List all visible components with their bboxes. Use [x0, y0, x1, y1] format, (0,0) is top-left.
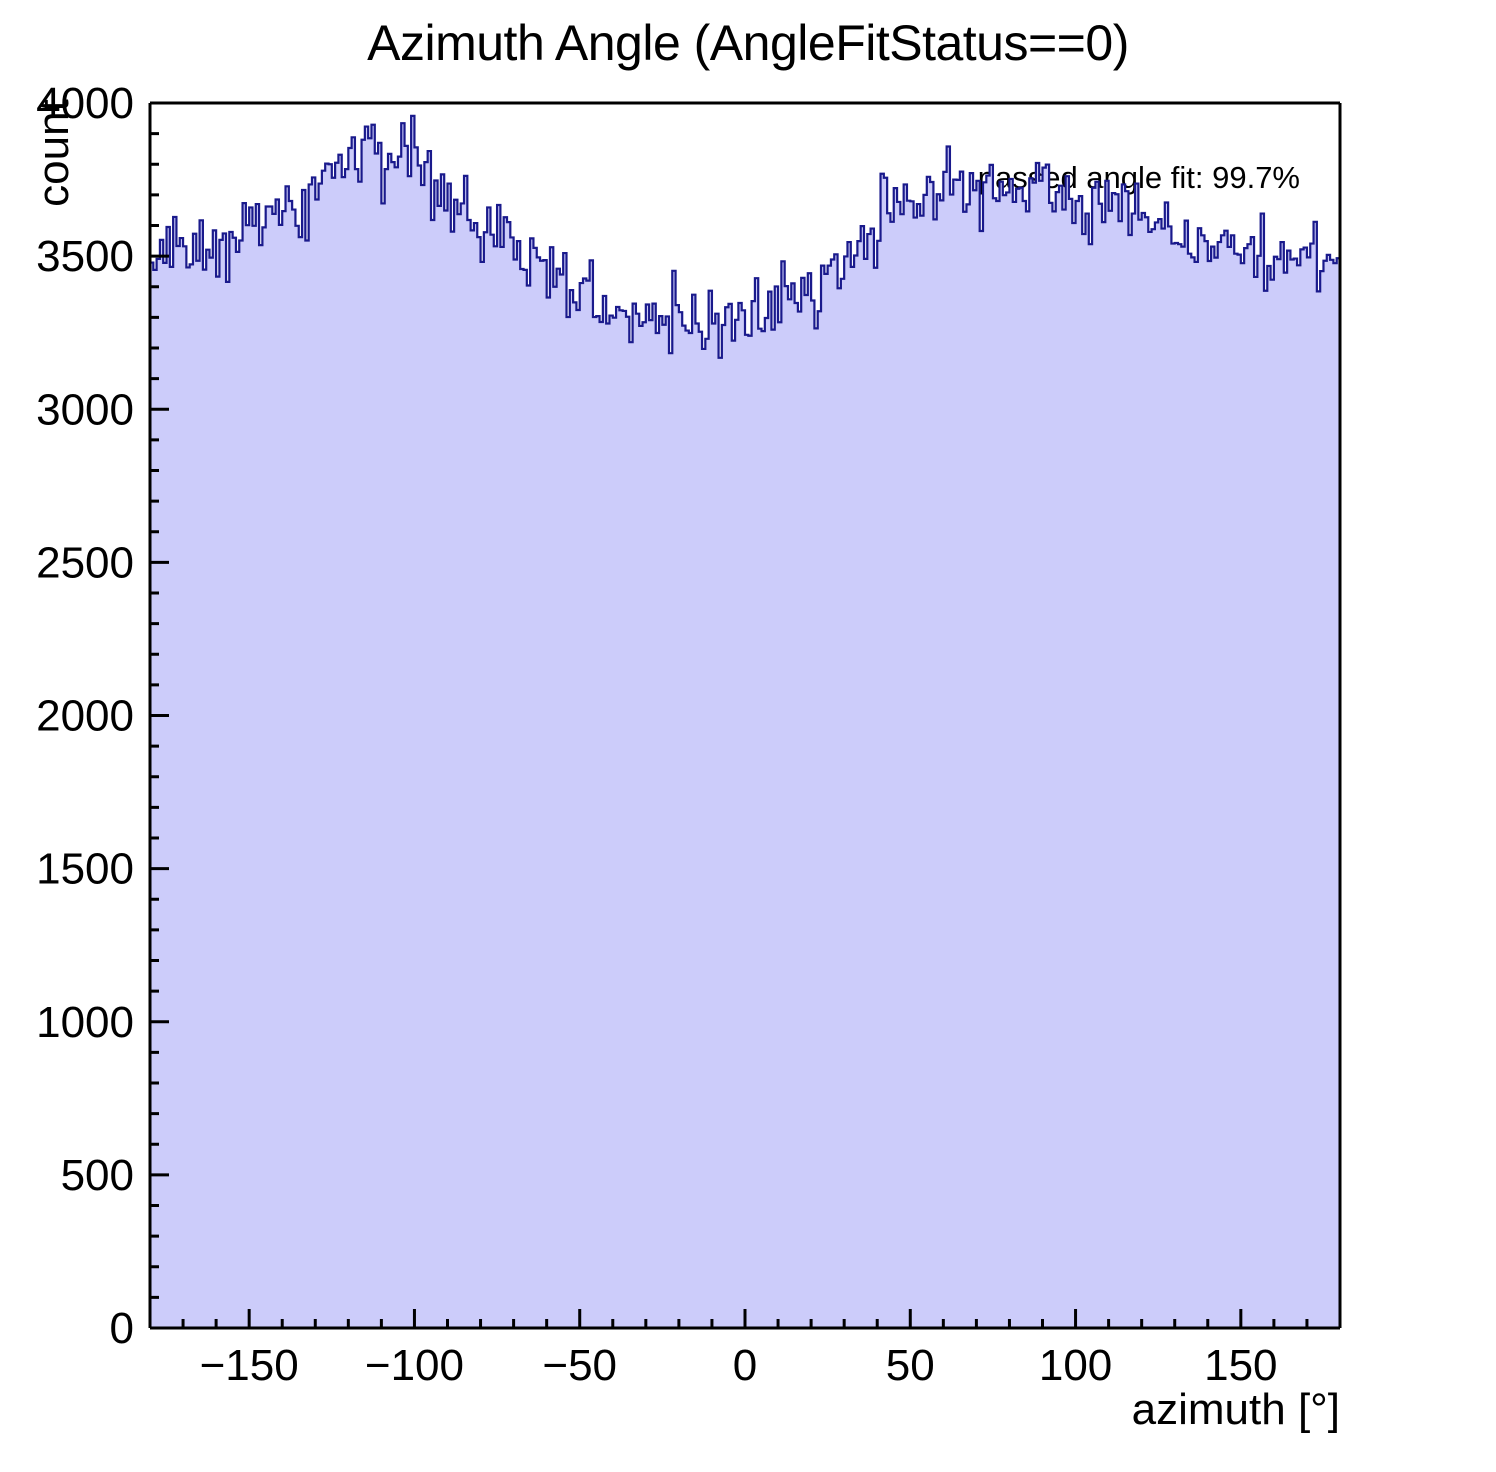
histogram-series [148, 114, 1342, 1329]
x-tick-label: −100 [365, 1341, 464, 1390]
x-tick-label: −50 [542, 1341, 617, 1390]
y-tick-label: 2500 [36, 538, 134, 587]
x-axis-title: azimuth [°] [1131, 1385, 1340, 1434]
axis-frame [148, 101, 1342, 1330]
x-tick-label: −150 [200, 1341, 299, 1390]
y-tick-label: 500 [61, 1151, 134, 1200]
x-tick-label: 150 [1204, 1341, 1277, 1390]
y-tick-label: 4000 [36, 79, 134, 128]
y-tick-label: 1000 [36, 998, 134, 1047]
x-tick-label: 50 [886, 1341, 935, 1390]
x-tick-label: 0 [733, 1341, 757, 1390]
x-tick-label: 100 [1039, 1341, 1112, 1390]
y-tick-label: 2000 [36, 692, 134, 741]
y-tick-label: 3500 [36, 232, 134, 281]
page-title: Azimuth Angle (AngleFitStatus==0) [367, 15, 1129, 71]
y-tick-label: 0 [110, 1304, 134, 1353]
y-tick-label: 3000 [36, 385, 134, 434]
y-tick-label: 1500 [36, 845, 134, 894]
